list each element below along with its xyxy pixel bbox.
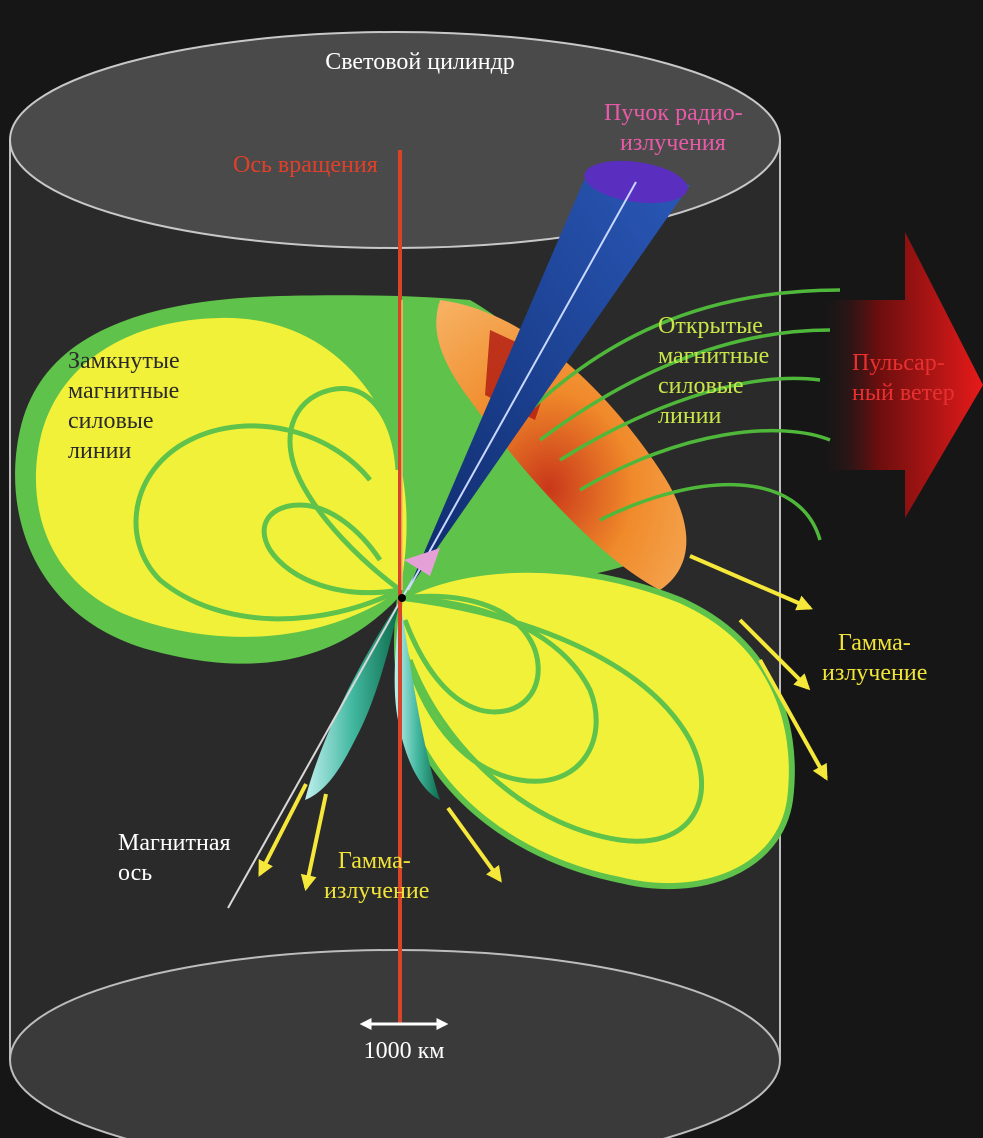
cone-left bbox=[305, 600, 400, 800]
label-gamma-right-1: Гамма- bbox=[838, 630, 911, 656]
label-closed-lines-3: силовые bbox=[68, 408, 154, 434]
label-gamma-bottom-2: излучение bbox=[324, 878, 429, 904]
neutron-star bbox=[398, 594, 406, 602]
field-line-right-small bbox=[399, 593, 541, 715]
field-line-left-small bbox=[261, 502, 401, 596]
lower-emission-cones bbox=[305, 600, 440, 800]
polar-cap-cone bbox=[404, 548, 440, 576]
field-line-left-outer bbox=[133, 423, 402, 622]
gamma-arrows-bottom bbox=[258, 783, 502, 892]
label-scale: 1000 км bbox=[364, 1038, 445, 1064]
label-pulsar-wind-1: Пульсар- bbox=[852, 350, 945, 376]
gamma-arrows-right bbox=[689, 554, 828, 781]
field-line-left-inner bbox=[287, 386, 402, 592]
radio-beam bbox=[407, 160, 690, 591]
label-open-lines-4: линии bbox=[658, 403, 722, 429]
cone-right bbox=[394, 600, 440, 800]
label-rotation-axis: Ось вращения bbox=[233, 152, 378, 178]
label-open-lines-1: Открытые bbox=[658, 313, 763, 339]
label-gamma-right-2: излучение bbox=[822, 660, 927, 686]
label-magnetic-axis-1: Магнитная bbox=[118, 830, 231, 856]
label-radio-beam-1: Пучок радио- bbox=[604, 100, 743, 126]
lower-magnetosphere bbox=[394, 566, 795, 890]
label-radio-beam-2: излучения bbox=[620, 130, 726, 156]
open-field-lines bbox=[518, 288, 841, 541]
label-pulsar-wind-2: ный ветер bbox=[852, 380, 955, 406]
label-gamma-bottom-1: Гамма- bbox=[338, 848, 411, 874]
magnetic-axis-line bbox=[227, 597, 403, 909]
label-open-lines-3: силовые bbox=[658, 373, 744, 399]
label-open-lines-2: магнитные bbox=[658, 343, 769, 369]
label-closed-lines-2: магнитные bbox=[68, 378, 179, 404]
label-light-cylinder: Световой цилиндр bbox=[325, 49, 515, 75]
pulsar-wind-arrow bbox=[820, 232, 983, 518]
field-line-right-outer bbox=[399, 595, 705, 844]
label-closed-lines-4: линии bbox=[68, 438, 132, 464]
label-closed-lines-1: Замкнутые bbox=[68, 348, 180, 374]
label-magnetic-axis-2: ось bbox=[118, 860, 152, 886]
radio-beam-axis bbox=[407, 181, 637, 591]
radio-beam-cone bbox=[408, 180, 690, 590]
